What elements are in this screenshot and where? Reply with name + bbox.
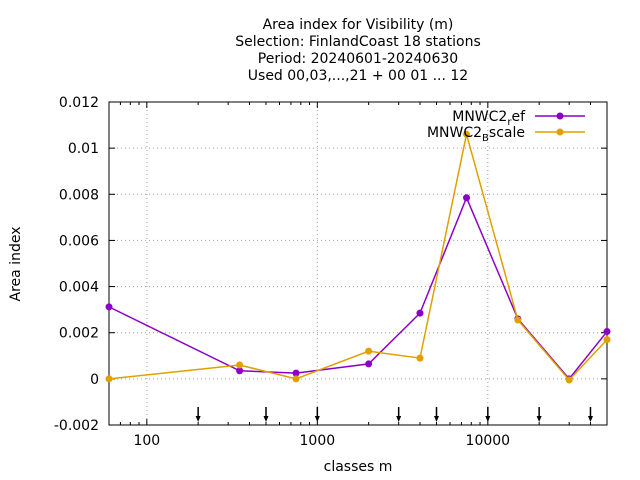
data-point bbox=[416, 309, 424, 317]
class-marker-arrow bbox=[396, 416, 402, 422]
axes: -0.002 0 0.002 0.004 0.006 0.008 0.01 0.012 100 1… bbox=[54, 95, 608, 449]
class-marker-arrow bbox=[195, 416, 201, 422]
legend-label-1: MNWC2ref bbox=[452, 109, 526, 128]
data-point bbox=[514, 316, 522, 324]
y-tick-label: -0.002 bbox=[54, 418, 99, 434]
y-tick-label: 0.004 bbox=[59, 280, 99, 296]
data-point bbox=[416, 354, 424, 362]
data-point bbox=[603, 328, 611, 336]
class-marker-arrow bbox=[485, 416, 491, 422]
x-tick-label: 10000 bbox=[466, 433, 511, 449]
data-point bbox=[236, 367, 244, 375]
class-marker-arrow bbox=[314, 416, 320, 422]
x-axis-label: classes m bbox=[324, 459, 393, 475]
y-tick-label: 0.006 bbox=[59, 233, 99, 249]
data-point bbox=[463, 130, 471, 138]
class-marker-arrow bbox=[263, 416, 269, 422]
class-markers bbox=[195, 407, 593, 422]
legend-swatch-point bbox=[556, 128, 564, 136]
grid-lines bbox=[109, 102, 607, 425]
chart-title: Area index for Visibility (m)Selection: … bbox=[235, 17, 481, 84]
title-line-2: Selection: FinlandCoast 18 stations bbox=[235, 34, 481, 50]
data-point bbox=[292, 375, 300, 383]
y-tick-label: 0.002 bbox=[59, 326, 99, 342]
plot-frame bbox=[108, 101, 608, 426]
legend-swatch-point bbox=[556, 112, 564, 120]
y-tick-label: 0.01 bbox=[68, 141, 99, 157]
title-line-3: Period: 20240601-20240630 bbox=[258, 51, 458, 67]
data-point bbox=[365, 347, 373, 355]
series-group bbox=[105, 130, 611, 384]
x-tick-label: 100 bbox=[133, 433, 160, 449]
data-point bbox=[292, 369, 300, 377]
y-axis-label: Area index bbox=[8, 227, 24, 302]
y-tick-label: 0 bbox=[90, 372, 99, 388]
series-line-1 bbox=[108, 195, 608, 381]
class-marker-arrow bbox=[433, 416, 439, 422]
legend-label-2: MNWC2Bscale bbox=[427, 125, 525, 144]
data-point bbox=[105, 303, 113, 311]
class-marker-arrow bbox=[587, 416, 593, 422]
title-line-4: Used 00,03,...,21 + 00 01 ... 12 bbox=[248, 68, 468, 84]
x-tick-label: 1000 bbox=[300, 433, 336, 449]
class-marker-arrow bbox=[536, 416, 542, 422]
y-tick-label: 0.008 bbox=[59, 187, 99, 203]
data-point bbox=[105, 375, 113, 383]
title-line-1: Area index for Visibility (m) bbox=[263, 17, 454, 33]
data-point bbox=[565, 376, 573, 384]
data-point bbox=[365, 360, 373, 368]
data-point bbox=[236, 361, 244, 369]
data-point bbox=[603, 336, 611, 344]
data-point bbox=[463, 194, 471, 202]
y-tick-label: 0.012 bbox=[59, 95, 99, 111]
